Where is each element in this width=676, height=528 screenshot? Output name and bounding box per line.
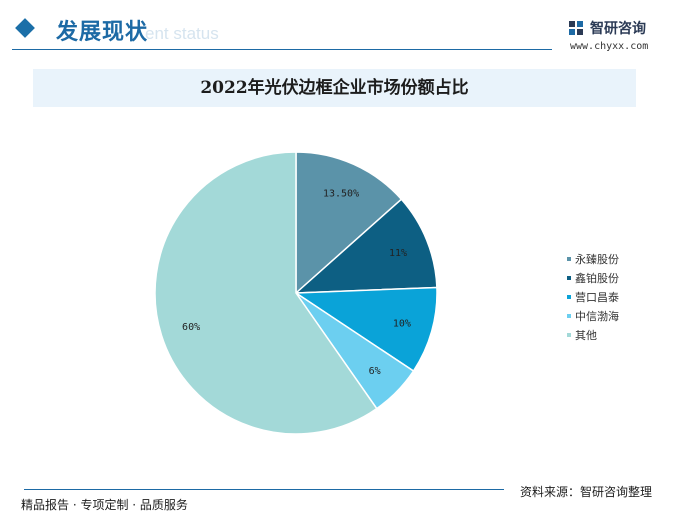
source-label: 资料来源： [520,485,581,499]
section-subtitle: ent status [145,24,219,43]
brand-url: www.chyxx.com [570,41,649,52]
legend-swatch-2 [567,294,571,299]
legend-swatch-3 [567,313,571,318]
legend-item-4: 其他 [567,325,619,344]
legend-item-0: 永臻股份 [567,249,619,268]
header: ent status 发展现状 智研咨询 www.chyxx.com [0,0,676,60]
legend-label-2: 营口昌泰 [575,290,619,304]
brand-name: 智研咨询 [590,21,646,37]
footer-source: 资料来源：智研咨询整理 [520,483,652,500]
legend-swatch-4 [567,332,571,337]
legend-label-1: 鑫铂股份 [575,271,619,285]
pie-label-2: 10% [393,319,411,330]
header-divider [12,49,552,50]
section-title: 发展现状 [56,20,149,45]
legend-item-1: 鑫铂股份 [567,268,619,287]
pie-label-4: 60% [182,322,200,333]
pie-slice-0 [295,151,403,295]
brand-logo-icon [569,21,583,35]
pie-label-0: 13.50% [323,189,359,200]
pie-label-3: 6% [369,366,381,377]
chart-title: 2022年光伏边框企业市场份额占比 [200,78,469,98]
chart-legend: 永臻股份鑫铂股份营口昌泰中信渤海其他 [567,249,619,344]
footer-tagline: 精品报告 · 专项定制 · 品质服务 [21,498,188,512]
pie-slice-4 [154,151,378,435]
pie-slice-1 [293,198,438,294]
legend-swatch-0 [567,256,571,261]
chart-title-bar: 2022年光伏边框企业市场份额占比 [33,69,636,107]
legend-label-0: 永臻股份 [575,252,619,266]
pie-slice-2 [293,286,438,373]
pie-label-1: 11% [389,248,407,259]
legend-item-3: 中信渤海 [567,306,619,325]
legend-swatch-1 [567,275,571,280]
legend-label-3: 中信渤海 [575,309,619,323]
legend-label-4: 其他 [575,328,597,342]
source-value: 智研咨询整理 [580,485,653,499]
footer-divider [24,489,504,490]
legend-item-2: 营口昌泰 [567,287,619,306]
